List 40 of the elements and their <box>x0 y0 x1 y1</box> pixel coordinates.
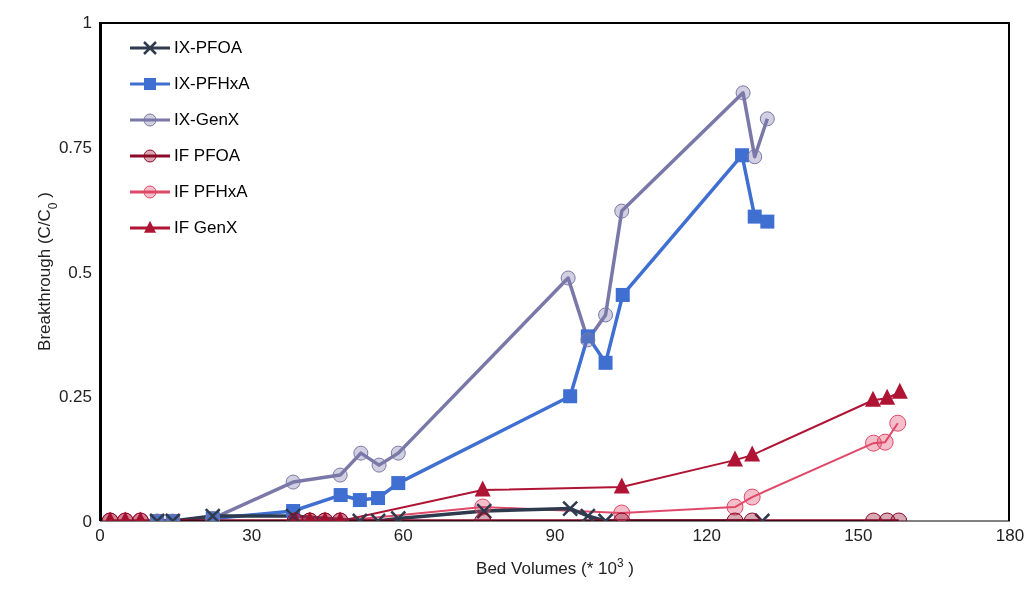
point <box>615 287 630 302</box>
point <box>560 270 576 286</box>
x-axis-title: Bed Volumes (* 10$^{3}$) <box>476 556 634 578</box>
point <box>579 507 597 521</box>
y-tick-label: 0.25 <box>58 387 92 407</box>
legend-label: IF PFOA <box>174 146 241 166</box>
point <box>891 382 908 399</box>
x-tick-label: 60 <box>393 526 413 546</box>
legend-label: IF GenX <box>174 218 238 238</box>
point <box>614 203 630 219</box>
legend-label: IX-PFOA <box>174 38 243 58</box>
point <box>760 214 775 229</box>
point <box>744 445 761 462</box>
x-tick-label: 150 <box>844 526 873 546</box>
x-tick-label: 180 <box>995 526 1025 546</box>
y-tick-label: 1 <box>82 13 92 33</box>
y-tick-label: 0.5 <box>68 262 92 282</box>
point <box>735 148 750 163</box>
point <box>613 477 630 494</box>
point <box>864 390 881 407</box>
point <box>747 209 762 224</box>
point <box>735 85 751 101</box>
point <box>747 149 763 165</box>
x-tick-label: 30 <box>242 526 262 546</box>
point <box>580 329 595 344</box>
point <box>759 111 775 127</box>
y-tick-label: 0.75 <box>58 137 92 157</box>
legend-label: IF PFHxA <box>174 182 248 202</box>
legend-label: IX-PFHxA <box>174 74 250 94</box>
point <box>726 450 743 467</box>
point <box>598 307 614 323</box>
point <box>474 480 491 497</box>
point <box>879 388 896 405</box>
point <box>598 355 613 370</box>
point <box>580 332 596 348</box>
x-tick-label: 90 <box>545 526 565 546</box>
x-tick-label: 120 <box>692 526 721 546</box>
y-tick-label: 0 <box>82 512 92 532</box>
legend-label: IX-GenX <box>174 110 240 130</box>
x-tick-label: 0 <box>95 526 105 546</box>
